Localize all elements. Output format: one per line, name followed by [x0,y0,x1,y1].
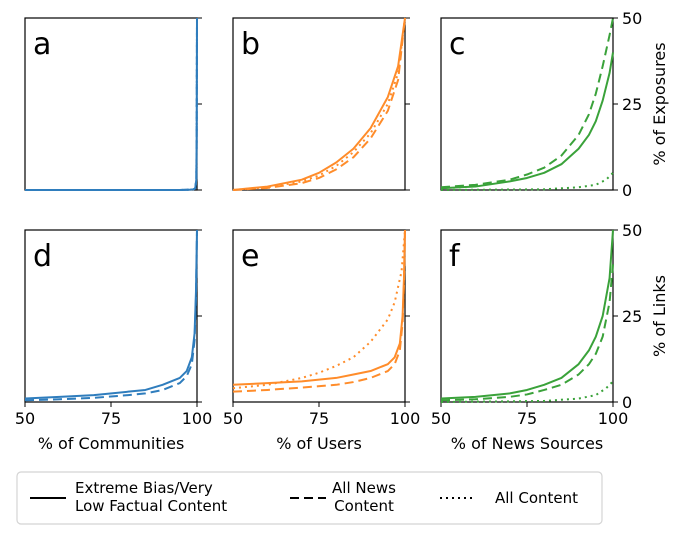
x-tick-label: 50 [431,409,451,428]
legend-label: All News [332,479,396,497]
panel-c: c [440,17,618,191]
x-tick-label: 100 [182,409,213,428]
y-tick-label: 50 [622,9,642,28]
legend-label: Extreme Bias/Very [75,479,213,497]
x-tick-label: 75 [517,409,537,428]
y-tick-label: 25 [622,95,642,114]
y-tick-label: 25 [622,307,642,326]
series-line-dotted [232,229,406,390]
series-line-dotted [440,172,614,191]
series-line-dashed [232,229,406,393]
legend-label: Low Factual Content [75,497,227,515]
x-tick-label: 50 [15,409,35,428]
y-tick-label: 0 [622,393,632,412]
panel-d: d [24,229,202,407]
legend-entry-dotted: All Content [440,489,578,507]
panel-letter: a [33,27,51,62]
panel-letter: f [449,239,461,274]
x-axis-label: % of Users [276,434,362,453]
panel-f: f [440,229,618,407]
series-line-solid [232,229,406,386]
panel-letter: d [33,239,52,274]
y-tick-label: 50 [622,221,642,240]
y-tick-label: 0 [622,181,632,200]
legend-label: Content [334,497,394,515]
panels: a b c d e f [24,17,618,407]
x-tick-label: 75 [309,409,329,428]
panel-letter: b [241,27,260,62]
panel-frame [440,17,614,191]
legend-label: All Content [495,489,578,507]
x-axis-label: % of News Sources [451,434,603,453]
x-tick-label: 100 [390,409,421,428]
series-line-dashed [440,17,614,189]
panel-a: a [24,17,202,191]
x-tick-label: 100 [598,409,629,428]
x-tick-label: 75 [101,409,121,428]
y-axis-label: % of Links [650,275,669,357]
series-line-solid [440,52,614,190]
panel-frame [440,229,614,403]
series-line-dotted [232,17,406,191]
series-line-solid [232,17,406,191]
series-line-dotted [25,17,198,191]
panel-letter: c [449,27,466,62]
series-line-dashed [440,264,614,402]
series-line-solid [440,229,614,400]
panel-letter: e [241,239,259,274]
series-line-dashed [232,17,406,191]
axis-labels: 0 25 50 % of Exposures 0 25 50 % of Links 50 75 10… [15,9,669,453]
x-tick-label: 50 [223,409,243,428]
x-axis-label: % of Communities [38,434,185,453]
series-line-dotted [440,380,614,403]
panel-e: e [232,229,410,407]
series-line-dashed [24,229,198,402]
panel-b: b [232,17,410,191]
y-axis-label: % of Exposures [650,42,669,165]
